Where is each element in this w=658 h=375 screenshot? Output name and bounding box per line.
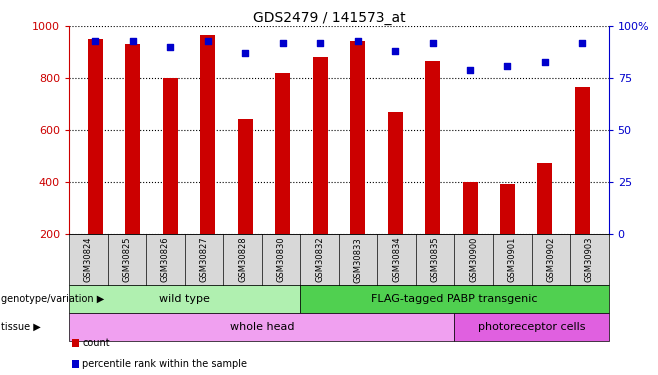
Point (315, 40, 326, 46)
Text: FLAG-tagged PABP transgenic: FLAG-tagged PABP transgenic (371, 294, 538, 304)
Point (577, 40, 588, 46)
Text: whole head: whole head (230, 322, 294, 332)
Bar (163, 78, 178, 234)
Bar (238, 118, 253, 234)
Point (203, 38, 213, 44)
Text: GSM30903: GSM30903 (585, 237, 594, 282)
Bar (350, 40, 365, 234)
Text: wild type: wild type (159, 294, 210, 304)
Text: tissue ▶: tissue ▶ (1, 322, 41, 332)
Point (390, 48, 400, 54)
Point (90, 38, 101, 44)
Point (465, 67, 475, 73)
Point (352, 38, 363, 44)
Text: GSM30901: GSM30901 (508, 237, 517, 282)
Text: GSM30827: GSM30827 (199, 237, 209, 282)
Point (540, 58, 550, 64)
Bar (575, 87, 590, 234)
Bar (500, 184, 515, 234)
Text: percentile rank within the sample: percentile rank within the sample (82, 359, 247, 369)
Bar (275, 73, 290, 234)
Point (128, 38, 138, 44)
Point (165, 44, 176, 50)
Bar (425, 62, 440, 234)
Text: GSM30832: GSM30832 (315, 237, 324, 282)
Text: GSM30826: GSM30826 (161, 237, 170, 282)
Text: GSM30833: GSM30833 (353, 237, 363, 283)
Text: GSM30828: GSM30828 (238, 237, 247, 282)
Bar (125, 45, 140, 234)
Point (427, 40, 438, 46)
Point (502, 63, 513, 69)
Bar (200, 35, 215, 234)
Text: GSM30824: GSM30824 (84, 237, 93, 282)
Text: genotype/variation ▶: genotype/variation ▶ (1, 294, 105, 304)
Text: GSM30830: GSM30830 (276, 237, 286, 282)
Bar (313, 57, 328, 234)
Text: photoreceptor cells: photoreceptor cells (478, 322, 586, 332)
Bar (538, 163, 553, 234)
Text: GDS2479 / 141573_at: GDS2479 / 141573_at (253, 11, 405, 25)
Bar (388, 112, 403, 234)
Text: GSM30825: GSM30825 (122, 237, 132, 282)
Point (278, 40, 288, 46)
Bar (463, 182, 478, 234)
Text: count: count (82, 338, 110, 348)
Text: GSM30835: GSM30835 (431, 237, 440, 282)
Point (240, 50, 251, 56)
Text: GSM30902: GSM30902 (546, 237, 555, 282)
Text: GSM30900: GSM30900 (469, 237, 478, 282)
Text: GSM30834: GSM30834 (392, 237, 401, 282)
Bar (88, 39, 103, 234)
